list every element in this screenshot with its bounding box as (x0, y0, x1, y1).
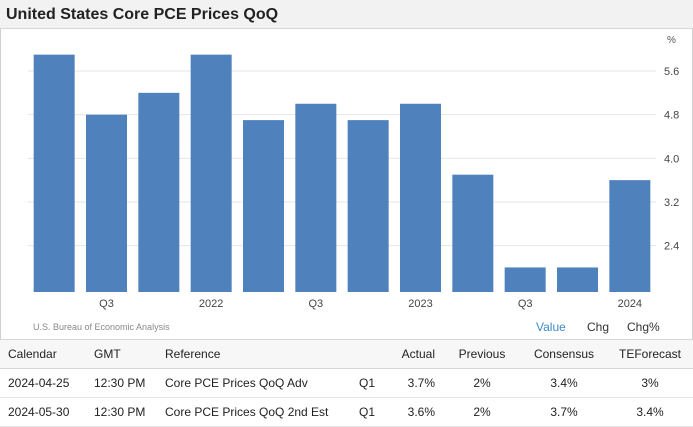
cell-forecast: 3.4% (607, 397, 693, 427)
x-tick-label: 2023 (408, 298, 432, 310)
cell-consensus: 3.4% (521, 368, 607, 398)
bar[interactable] (557, 267, 598, 292)
x-tick-label: 2022 (199, 298, 223, 310)
x-tick-label: 2024 (618, 298, 642, 310)
cell-previous: 2% (443, 397, 521, 427)
header-period (350, 339, 383, 369)
chart-panel: Q3 2022 Q3 2023 Q3 2024 2.4 3.2 4.0 4.8 5.6 % U.S… (0, 29, 693, 339)
cell-consensus: 3.7% (521, 397, 607, 427)
cell-period: Q1 (350, 397, 383, 427)
cell-reference[interactable]: Core PCE Prices QoQ 2nd Est (157, 397, 351, 427)
header-reference: Reference (157, 339, 351, 369)
chg-percent-toggle[interactable]: Chg% (627, 320, 660, 334)
bar[interactable] (609, 180, 651, 292)
cell-reference[interactable]: Core PCE Prices QoQ Adv (157, 368, 351, 398)
cell-actual: 3.7% (383, 368, 443, 398)
bar[interactable] (504, 267, 546, 292)
bar[interactable] (190, 54, 232, 293)
bar-chart: Q3 2022 Q3 2023 Q3 2024 2.4 3.2 4.0 4.8 5.6 % (28, 35, 679, 310)
table-row: 2024-05-30 12:30 PM Core PCE Prices QoQ … (0, 397, 693, 427)
header-gmt: GMT (86, 339, 157, 369)
header-previous: Previous (443, 339, 521, 369)
x-tick-label: Q3 (99, 298, 114, 310)
header-calendar: Calendar (0, 339, 86, 369)
bar[interactable] (295, 103, 337, 292)
y-tick-label: 3.2 (664, 197, 679, 209)
chg-toggle[interactable]: Chg (587, 320, 610, 334)
source-note: U.S. Bureau of Economic Analysis (33, 322, 170, 332)
cell-gmt: 12:30 PM (86, 397, 157, 427)
header-consensus: Consensus (521, 339, 607, 369)
x-tick-label: Q3 (308, 298, 323, 310)
value-toggle[interactable]: Value (536, 320, 566, 334)
bar[interactable] (347, 120, 389, 292)
bar[interactable] (400, 103, 441, 292)
y-tick-label: 5.6 (664, 66, 679, 78)
header-forecast: TEForecast (607, 339, 693, 369)
cell-previous: 2% (443, 368, 521, 398)
cell-calendar: 2024-04-25 (0, 368, 86, 398)
table-header-row: Calendar GMT Reference Actual Previous C… (0, 339, 693, 369)
y-tick-label: 4.0 (664, 153, 679, 165)
cell-forecast: 3% (607, 368, 693, 398)
calendar-table: Calendar GMT Reference Actual Previous C… (0, 339, 693, 427)
table-row: 2024-04-25 12:30 PM Core PCE Prices QoQ … (0, 368, 693, 398)
header-actual: Actual (383, 339, 443, 369)
bar[interactable] (86, 114, 127, 292)
cell-gmt: 12:30 PM (86, 368, 157, 398)
cell-period: Q1 (350, 368, 383, 398)
y-unit-label: % (667, 35, 676, 46)
x-tick-label: Q3 (518, 298, 533, 310)
y-tick-label: 4.8 (664, 110, 679, 122)
y-tick-label: 2.4 (664, 241, 679, 253)
cell-calendar: 2024-05-30 (0, 397, 86, 427)
bar[interactable] (138, 92, 180, 292)
title-bar: United States Core PCE Prices QoQ (0, 0, 693, 29)
bar[interactable] (452, 174, 494, 292)
bar[interactable] (243, 120, 284, 292)
cell-actual: 3.6% (383, 397, 443, 427)
bar[interactable] (33, 54, 75, 293)
page-title: United States Core PCE Prices QoQ (6, 6, 279, 23)
